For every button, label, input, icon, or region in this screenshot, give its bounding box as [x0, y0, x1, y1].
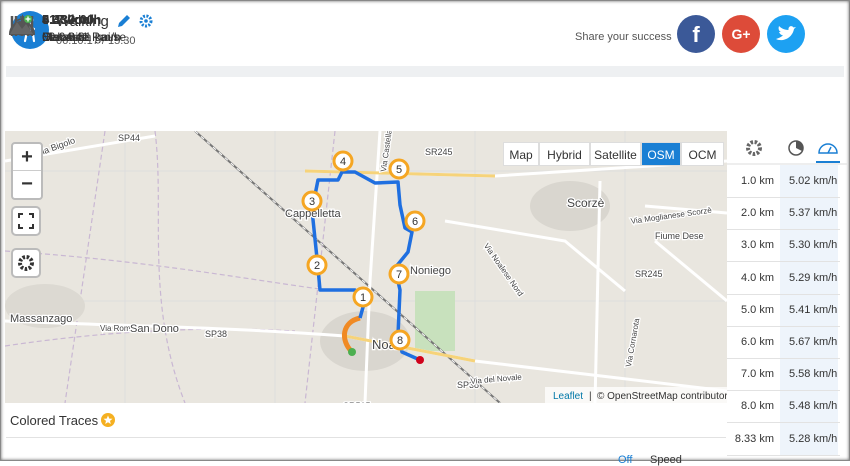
split-distance: 2.0 km — [740, 207, 774, 220]
zoom-out[interactable]: − — [21, 173, 33, 195]
split-distance: 1.0 km — [740, 175, 774, 187]
split-distance: 8.33 km — [734, 432, 774, 445]
separator — [6, 66, 844, 77]
layer-button[interactable]: OCM — [681, 142, 724, 166]
split-speed: 5.48 km/h — [789, 400, 838, 413]
split-speed: 5.28 km/h — [789, 432, 838, 445]
twitter-button[interactable] — [767, 15, 805, 53]
route-marker — [388, 158, 410, 180]
google-button[interactable]: G+ — [722, 15, 760, 53]
route-marker-label: 7 — [396, 269, 402, 281]
settings-button[interactable] — [11, 248, 41, 278]
split-speed: 5.37 km/h — [789, 207, 838, 220]
route-marker-label: 1 — [360, 292, 366, 304]
split-distance: 5.0 km — [740, 303, 774, 316]
stat-value: 01:32:00 — [42, 12, 95, 27]
split-row: 6.0 km 5.67 km/h — [727, 326, 840, 359]
activity-date: 06.10.17 / 15:30 — [56, 35, 136, 47]
stat-value: 8.33 km — [42, 12, 90, 27]
split-distance: 8.0 km — [740, 400, 774, 413]
split-speed: 5.02 km/h — [789, 175, 838, 187]
stat-value: 5.43 km/h — [42, 12, 102, 27]
split-distance: 3.0 km — [740, 239, 774, 252]
split-row: 5.0 km 5.41 km/h — [727, 294, 840, 327]
place-label: San Dono — [130, 323, 179, 335]
place-label: Via Roma — [100, 324, 136, 333]
stat-label: Elevation gain — [42, 30, 118, 44]
stat-label: 00:04:41 Pause — [42, 30, 127, 44]
attribution: © OpenStreetMap contributors — [597, 391, 727, 402]
route-marker — [306, 254, 328, 276]
split-row: 2.0 km 5.37 km/h — [727, 197, 840, 231]
layer-button[interactable]: OSM — [641, 142, 681, 166]
stat-value: - — [42, 12, 47, 27]
layer-button[interactable]: Hybrid — [539, 142, 590, 166]
split-row: 8.33 km 5.28 km/h — [727, 423, 840, 456]
route-marker — [404, 210, 426, 232]
stat-icon — [10, 15, 33, 34]
split-distance: 6.0 km — [740, 336, 774, 348]
stat-label: Max 6.61 km/h — [42, 30, 121, 44]
split-row: 3.0 km 5.30 km/h — [727, 229, 840, 263]
split-speed: 5.58 km/h — [789, 368, 838, 381]
fullscreen-button[interactable] — [11, 206, 41, 236]
route-marker — [352, 286, 374, 308]
split-speed: 5.41 km/h — [789, 303, 838, 316]
premium-star — [101, 413, 115, 427]
split-speed: 5.30 km/h — [789, 239, 838, 252]
place-label: SP38 — [205, 329, 227, 339]
place-label: Fiume Dese — [655, 231, 704, 241]
zoom-in[interactable]: + — [13, 144, 41, 171]
layer-button[interactable]: Map — [503, 142, 539, 166]
route-marker-label: 3 — [309, 196, 315, 208]
route-marker — [389, 329, 411, 351]
attribution-sep: | — [589, 391, 592, 402]
place-label: SR515 — [343, 401, 371, 403]
split-row: 1.0 km 5.02 km/h — [727, 165, 840, 198]
split-speed: 5.29 km/h — [789, 271, 838, 284]
place-label: Scorzè — [567, 196, 605, 210]
split-distance: 4.0 km — [740, 271, 774, 284]
place-label: Cappelletta — [285, 208, 342, 220]
place-label: SR245 — [425, 147, 453, 157]
split-speed: 5.67 km/h — [789, 336, 838, 348]
zoom-control: + − — [11, 142, 43, 200]
route-marker-label: 2 — [314, 260, 320, 272]
leaflet-link[interactable]: Leaflet — [553, 391, 583, 402]
facebook-button[interactable]: f — [677, 15, 715, 53]
traces-off[interactable]: Off — [618, 454, 633, 466]
stat-label: Calories — [42, 30, 87, 44]
place-label: SP44 — [118, 133, 140, 143]
edit-icons — [118, 14, 153, 28]
place-label: Massanzago — [10, 313, 72, 325]
split-row: 8.0 km 5.48 km/h — [727, 390, 840, 424]
split-row: 7.0 km 5.58 km/h — [727, 358, 840, 392]
route-marker-label: 6 — [412, 216, 418, 228]
route-marker — [301, 190, 323, 212]
place-label: SP38 — [457, 380, 479, 390]
route-marker — [332, 150, 354, 172]
layer-button[interactable]: Satellite — [590, 142, 641, 166]
stat-value: 417 kcal — [42, 12, 93, 27]
place-label: SR245 — [635, 269, 663, 279]
activity-title: Walking — [56, 13, 109, 30]
splits-tabs — [727, 133, 847, 165]
place-label: Noniego — [410, 265, 451, 277]
route-marker — [388, 263, 410, 285]
split-distance: 7.0 km — [740, 368, 774, 381]
colored-traces-title: Colored Traces — [10, 413, 99, 428]
stat-label: Distance — [42, 30, 89, 44]
split-row: 4.0 km 5.29 km/h — [727, 262, 840, 295]
traces-metric[interactable]: Speed — [650, 454, 682, 466]
divider — [6, 437, 726, 438]
route-marker-label: 4 — [340, 156, 346, 168]
route-marker-label: 8 — [397, 335, 403, 347]
route-marker-label: 5 — [396, 164, 402, 176]
share-label: Share your success — [575, 31, 672, 43]
